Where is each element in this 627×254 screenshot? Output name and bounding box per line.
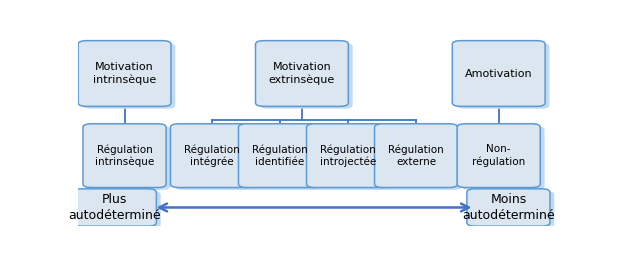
FancyBboxPatch shape — [467, 189, 550, 226]
FancyBboxPatch shape — [461, 126, 545, 190]
FancyBboxPatch shape — [452, 41, 545, 106]
FancyBboxPatch shape — [374, 124, 458, 187]
FancyBboxPatch shape — [456, 43, 549, 109]
FancyBboxPatch shape — [238, 124, 322, 187]
Text: Régulation
identifiée: Régulation identifiée — [252, 145, 308, 167]
Text: Motivation
intrinsèque: Motivation intrinsèque — [93, 62, 156, 85]
Text: Plus
autodéterminé: Plus autodéterminé — [68, 193, 161, 222]
Text: Amotivation: Amotivation — [465, 69, 532, 78]
FancyBboxPatch shape — [255, 41, 349, 106]
Text: Régulation
introjectée: Régulation introjectée — [320, 144, 376, 167]
FancyBboxPatch shape — [260, 43, 352, 109]
FancyBboxPatch shape — [311, 126, 394, 190]
Text: Régulation
intrinsèque: Régulation intrinsèque — [95, 144, 154, 167]
FancyBboxPatch shape — [472, 191, 554, 229]
FancyBboxPatch shape — [78, 191, 161, 229]
FancyBboxPatch shape — [171, 124, 253, 187]
Text: Moins
autodéterminé: Moins autodéterminé — [462, 193, 555, 222]
FancyBboxPatch shape — [379, 126, 462, 190]
FancyBboxPatch shape — [175, 126, 258, 190]
FancyBboxPatch shape — [78, 41, 171, 106]
FancyBboxPatch shape — [307, 124, 389, 187]
FancyBboxPatch shape — [457, 124, 540, 187]
FancyBboxPatch shape — [73, 189, 156, 226]
Text: Régulation
externe: Régulation externe — [388, 145, 444, 167]
FancyBboxPatch shape — [83, 124, 166, 187]
FancyBboxPatch shape — [243, 126, 326, 190]
Text: Motivation
extrinsèque: Motivation extrinsèque — [269, 62, 335, 85]
FancyBboxPatch shape — [87, 126, 171, 190]
Text: Non-
régulation: Non- régulation — [472, 144, 525, 167]
Text: Régulation
intégrée: Régulation intégrée — [184, 144, 240, 167]
FancyBboxPatch shape — [83, 43, 176, 109]
